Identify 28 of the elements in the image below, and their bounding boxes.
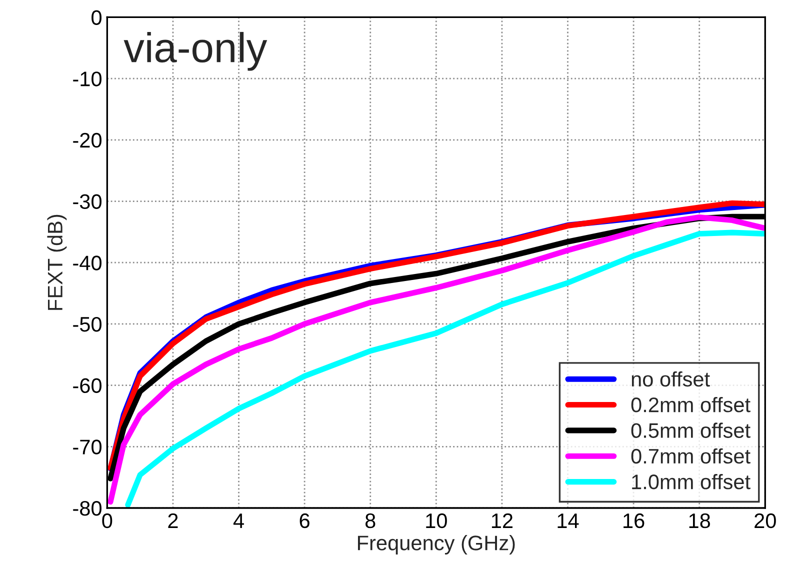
legend-label: 0.2mm offset [631,396,750,412]
annotation: via-only [124,32,268,71]
x-tick-label: 6 [300,513,310,528]
y-tick-label: 0 [92,10,102,25]
x-axis-title: Frequency (GHz) [358,535,515,554]
x-tick-label: 2 [168,513,178,528]
y-tick-label: -30 [73,194,102,210]
x-tick-label: 0 [102,513,112,528]
x-tick-label: 10 [426,513,447,528]
x-tick-label: 16 [624,513,644,528]
y-tick-label: -40 [73,256,102,270]
x-tick-label: 14 [558,514,579,528]
y-tick-label: -10 [73,72,102,86]
x-tick-label: 8 [365,513,376,528]
x-tick-label: 20 [754,513,776,528]
y-tick-label: -50 [73,316,102,332]
legend-label: 0.7mm offset [631,448,750,464]
legend-label: 1.0mm offset [632,474,750,490]
y-tick-label: -70 [73,440,102,454]
legend-label: no offset [632,371,710,387]
x-tick-label: 18 [689,513,710,528]
y-tick-label: -60 [73,378,102,394]
legend-label: 0.5mm offset [631,422,750,438]
y-tick-label: -80 [73,500,102,516]
y-tick-label: -20 [73,132,102,148]
x-tick-label: 12 [492,513,512,528]
y-axis-title: FEXT (dB) [47,214,67,310]
x-tick-label: 4 [233,514,244,528]
